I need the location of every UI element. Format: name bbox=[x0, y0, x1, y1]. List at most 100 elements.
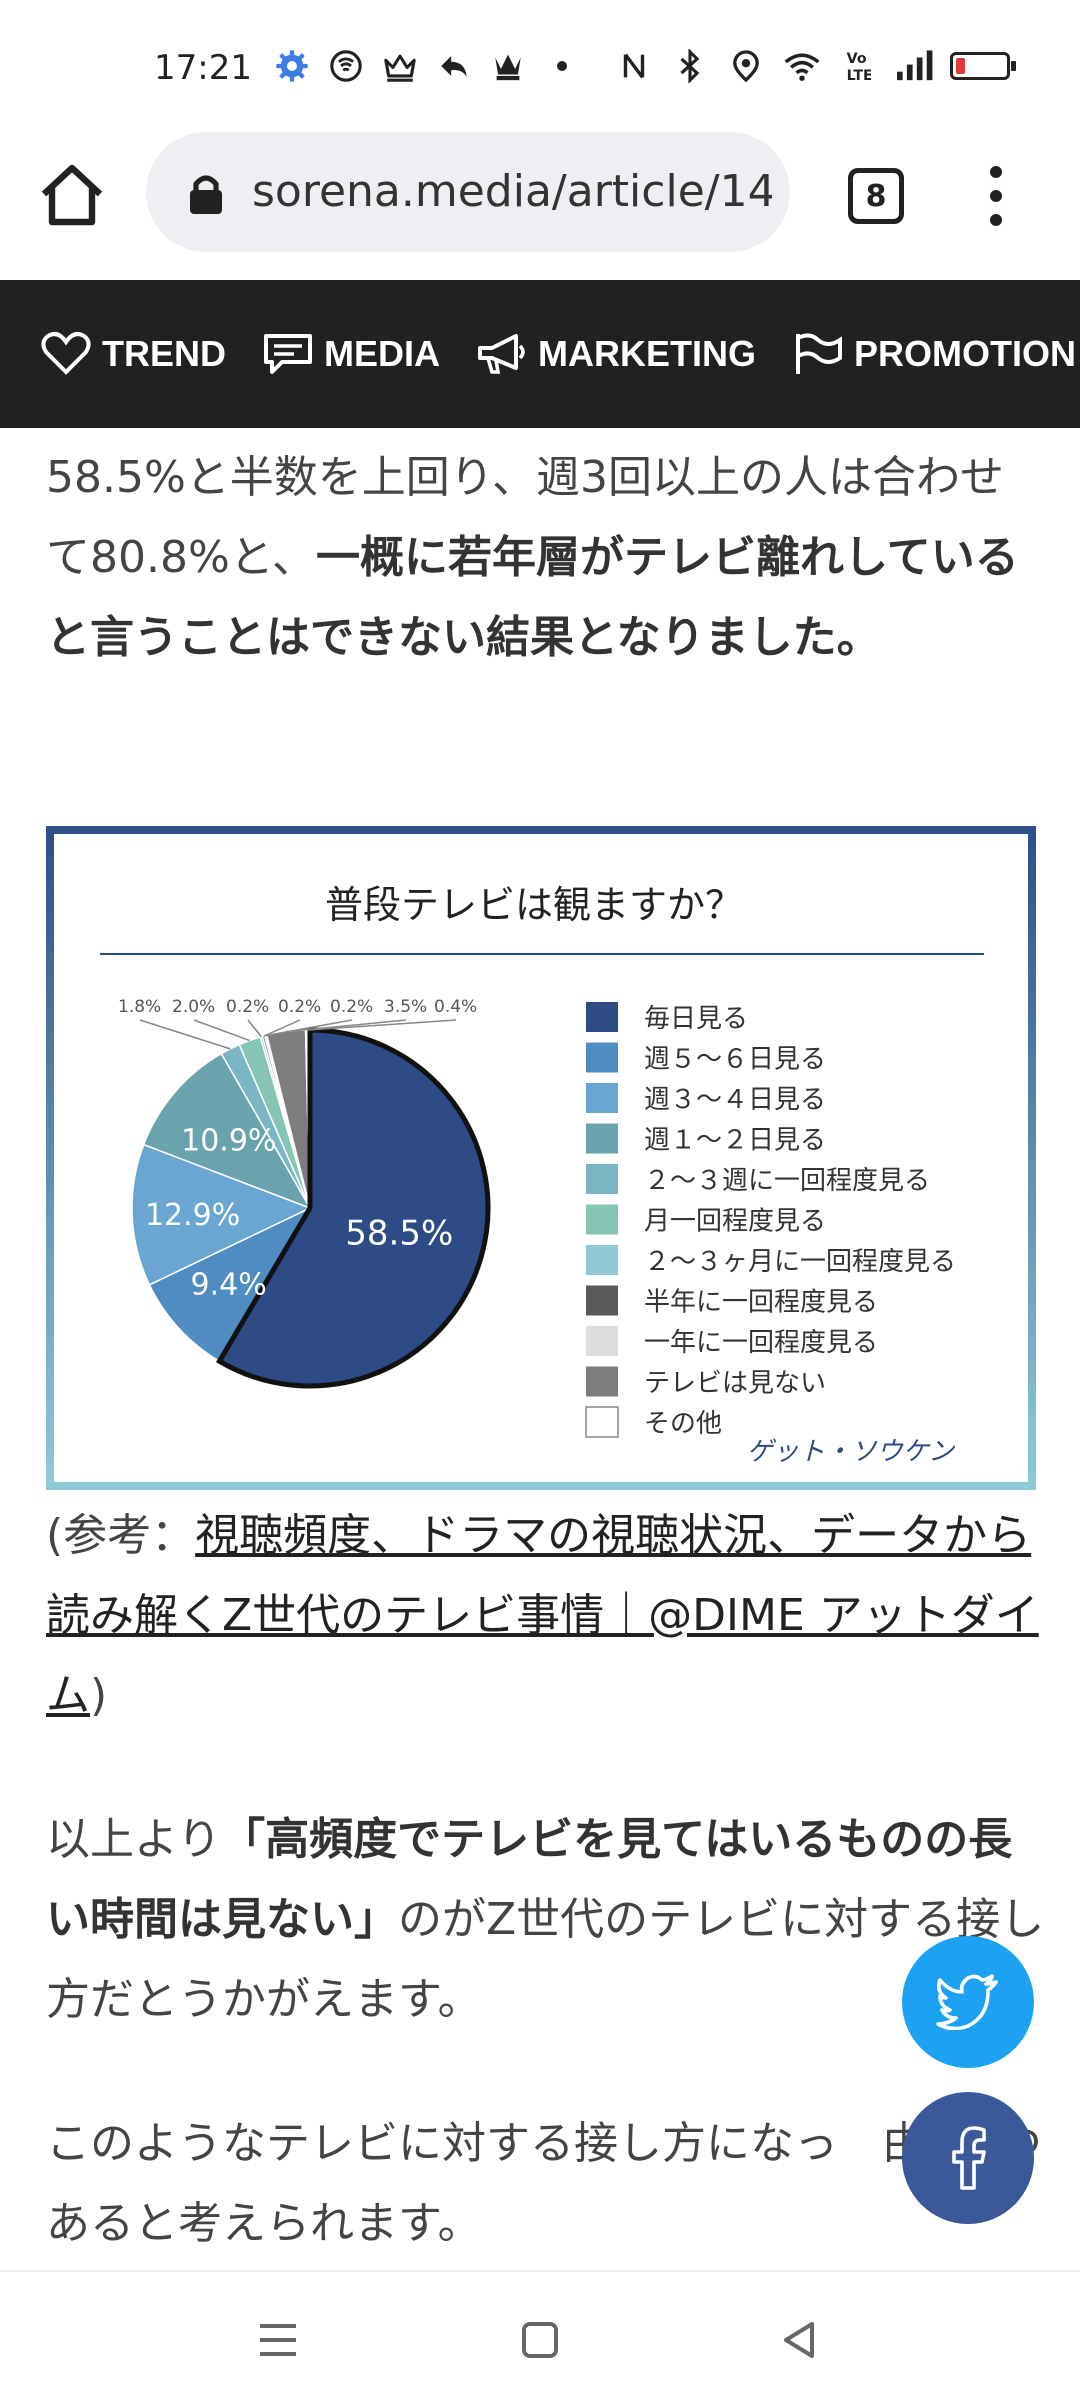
browser-toolbar: sorena.media/article/14 8 bbox=[0, 130, 1080, 280]
facebook-share-button[interactable] bbox=[902, 2092, 1034, 2224]
facebook-icon bbox=[952, 2126, 986, 2190]
pie-slices bbox=[131, 1027, 491, 1389]
reference-link[interactable]: 視聴頻度、ドラマの視聴状況、データから読み解くZ世代のテレビ事情｜@DIME ア… bbox=[46, 1510, 1039, 1721]
battery-level bbox=[956, 58, 965, 74]
legend-label: 月一回程度見る bbox=[644, 1207, 826, 1237]
legend-swatch bbox=[586, 1042, 618, 1073]
leader-line bbox=[139, 1019, 231, 1050]
legend-label: 半年に一回程度見る bbox=[644, 1288, 878, 1318]
leader-line bbox=[285, 1019, 407, 1033]
home-icon bbox=[41, 164, 103, 226]
paragraph-text: のがZ世代のテレビに対する接し方だとうかがえます。 bbox=[46, 1894, 1045, 2025]
legend-label: テレビは見ない bbox=[644, 1369, 826, 1399]
chess-queen-icon bbox=[488, 46, 528, 86]
slice-outer-label: 0.4% bbox=[434, 997, 477, 1017]
nav-label: MARKETING bbox=[538, 333, 756, 374]
leader-line bbox=[247, 1019, 263, 1038]
inner-labels: 58.5% 9.4% 12.9% 10.9% bbox=[145, 1124, 453, 1303]
paragraph-bold: 「高頻度でテレビを見てはいるものの長い時間は見ない」 bbox=[46, 1814, 1013, 1945]
slice-outer-label: 2.0% bbox=[172, 997, 215, 1017]
home-button[interactable] bbox=[36, 160, 108, 232]
slice-label: 58.5% bbox=[345, 1213, 453, 1253]
slice-label: 10.9% bbox=[181, 1124, 276, 1159]
leader-line bbox=[263, 1019, 301, 1037]
slice-outer-label: 0.2% bbox=[226, 997, 269, 1017]
nav-item-media[interactable]: MEDIA bbox=[262, 330, 440, 378]
svg-text:Vo: Vo bbox=[847, 51, 867, 67]
leader-line bbox=[307, 1019, 457, 1031]
wifi-icon bbox=[782, 46, 822, 86]
home-nav-icon[interactable] bbox=[516, 2316, 564, 2364]
legend-swatch bbox=[586, 1083, 618, 1113]
article-paragraph: 58.5%と半数を上回り、週3回以上の人は合わせて80.8%と、一概に若年層がテ… bbox=[46, 438, 1036, 678]
pie-slice bbox=[142, 1052, 312, 1210]
twitter-icon bbox=[936, 1974, 998, 2030]
chart-title: 普段テレビは観ますか？ bbox=[325, 883, 743, 927]
reference-paragraph: (参考：視聴頻度、ドラマの視聴状況、データから読み解くZ世代のテレビ事情｜@DI… bbox=[46, 1496, 1046, 1736]
paragraph-text: 58.5%と半数を上回り、週3回以上の人は合わせて80.8%と、 bbox=[46, 452, 1005, 583]
pie-chart: 普段テレビは観ますか？ 58.5% 9.4% 12.9% 10.9% 1.8% 2.0%… bbox=[100, 883, 984, 1467]
pie-chart-figure: 普段テレビは観ますか？ 58.5% 9.4% 12.9% 10.9% 1.8% 2.0%… bbox=[46, 826, 1036, 1490]
status-left-icons bbox=[272, 46, 582, 86]
tab-switcher-button[interactable]: 8 bbox=[848, 168, 904, 224]
nav-item-promotion[interactable]: PROMOTION bbox=[792, 330, 1076, 378]
signal-icon bbox=[894, 46, 934, 86]
outer-labels: 1.8% 2.0% 0.2% 0.2% 0.2% 3.5% 0.4% bbox=[118, 997, 477, 1050]
legend-swatch bbox=[586, 1366, 618, 1397]
url-text[interactable]: sorena.media/article/14 bbox=[252, 166, 772, 217]
article-body: 58.5%と半数を上回り、週3回以上の人は合わせて80.8%と、一概に若年層がテ… bbox=[46, 428, 1036, 678]
nav-label: PROMOTION bbox=[854, 333, 1076, 374]
legend-swatch bbox=[586, 1245, 618, 1275]
paragraph-bold: 一概に若年層がテレビ離れしていると言うことはできない結果となりました。 bbox=[46, 532, 1019, 663]
nav-item-marketing[interactable]: MARKETING bbox=[476, 330, 756, 378]
pie-slice bbox=[215, 1027, 491, 1389]
lock-icon bbox=[190, 175, 222, 214]
nfc-icon bbox=[614, 46, 654, 86]
legend-label: 毎日見る bbox=[644, 1004, 748, 1034]
chart-watermark: ゲット・ソウケン bbox=[747, 1437, 956, 1467]
status-bar: 17:21 Vo LT bbox=[0, 0, 1080, 140]
location-icon bbox=[726, 46, 766, 86]
pie-slice bbox=[131, 1143, 312, 1286]
slice-outer-label: 0.2% bbox=[278, 997, 321, 1017]
legend-swatch bbox=[586, 1204, 618, 1235]
legend-swatch bbox=[586, 1164, 618, 1194]
legend-swatch bbox=[586, 1326, 618, 1356]
slice-outer-label: 0.2% bbox=[330, 997, 373, 1017]
nav-label: TREND bbox=[102, 333, 226, 374]
slice-outer-label: 1.8% bbox=[118, 997, 161, 1017]
dot-icon bbox=[542, 46, 582, 86]
chat-icon bbox=[264, 334, 312, 374]
recent-apps-icon[interactable] bbox=[254, 2316, 302, 2364]
more-menu-button[interactable] bbox=[972, 160, 1020, 232]
legend-label: ２～３週に一回程度見る bbox=[644, 1166, 930, 1196]
article-paragraph: このようなテレビに対する接し方になっ 由は2つあると考えられます。 bbox=[46, 2118, 1042, 2249]
legend-swatch bbox=[586, 1002, 618, 1032]
menu-dot bbox=[990, 190, 1002, 202]
system-nav-bar bbox=[0, 2270, 1080, 2400]
menu-dot bbox=[990, 214, 1002, 226]
crown-icon bbox=[380, 46, 420, 86]
pie-slice bbox=[148, 1206, 312, 1363]
url-bar[interactable]: sorena.media/article/14 bbox=[146, 132, 790, 252]
legend-label: 週１～２日見る bbox=[644, 1126, 826, 1156]
back-nav-icon[interactable] bbox=[776, 2316, 824, 2364]
legend-label: 週３～４日見る bbox=[644, 1085, 826, 1115]
legend-swatch bbox=[585, 1406, 619, 1438]
site-nav: TREND MEDIA MARKETING PROMOTION bbox=[0, 280, 1080, 428]
reference-suffix: ) bbox=[90, 1670, 108, 1721]
leader-line bbox=[265, 1019, 353, 1037]
legend-label: ２～３ヶ月に一回程度見る bbox=[644, 1247, 956, 1277]
legend-label: その他 bbox=[644, 1409, 722, 1439]
status-right-icons: Vo LTE bbox=[614, 46, 1016, 86]
nav-item-trend[interactable]: TREND bbox=[40, 330, 226, 378]
volte-icon: Vo LTE bbox=[838, 46, 878, 86]
paragraph-text: 以上より bbox=[46, 1814, 222, 1865]
nfc-circle-icon bbox=[326, 46, 366, 86]
legend-label: 一年に一回程度見る bbox=[644, 1328, 878, 1358]
flag-icon bbox=[796, 333, 842, 374]
megaphone-icon bbox=[478, 334, 525, 374]
nav-label: MEDIA bbox=[324, 333, 440, 374]
twitter-share-button[interactable] bbox=[902, 1936, 1034, 2068]
